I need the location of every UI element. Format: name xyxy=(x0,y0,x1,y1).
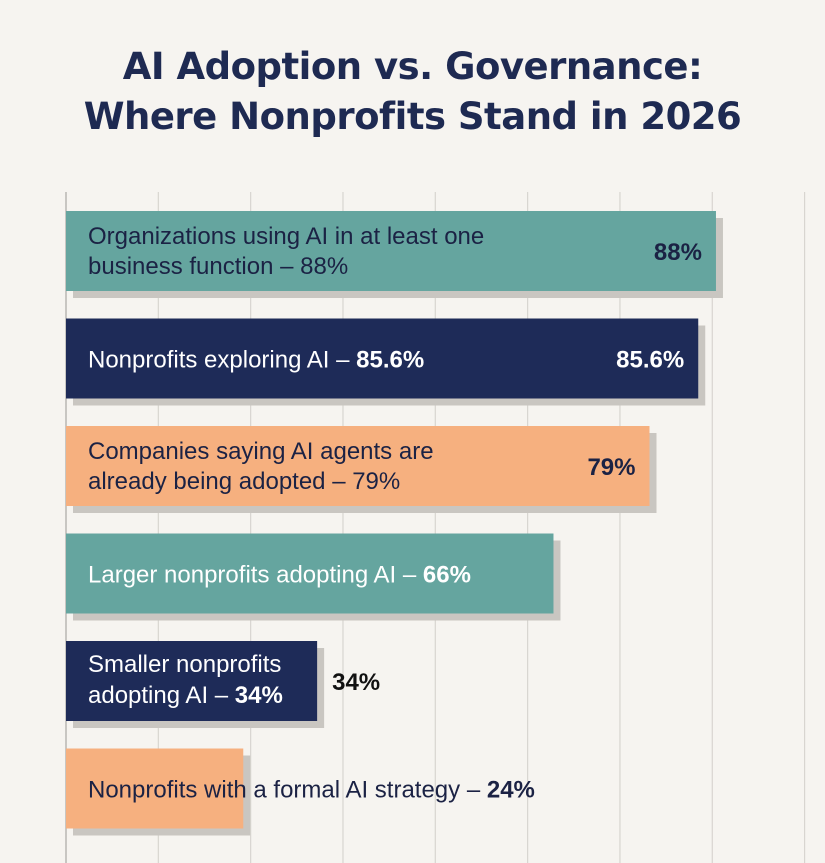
bar-label: Companies saying AI agents are xyxy=(88,438,434,465)
bar-label: Smaller nonprofits xyxy=(88,651,281,678)
bar-label: Nonprofits with a formal AI strategy – 2… xyxy=(88,777,535,804)
bar-label: business function – 88% xyxy=(88,253,348,280)
bar-value-label: 85.6% xyxy=(616,347,684,374)
chart-title: AI Adoption vs. Governance: Where Nonpro… xyxy=(0,42,825,142)
bar-value-label: 88% xyxy=(654,239,702,266)
bar xyxy=(66,426,650,506)
bar xyxy=(66,641,318,721)
bar-label: Organizations using AI in at least one xyxy=(88,223,484,250)
bar xyxy=(66,748,244,829)
grid xyxy=(65,192,806,863)
bar xyxy=(66,318,699,399)
bar-value-label: 79% xyxy=(587,454,635,481)
chart-title-line-2: Where Nonprofits Stand in 2026 xyxy=(83,95,742,138)
bar-label: already being adopted – 79% xyxy=(88,468,400,495)
bar-label: adopting AI – 34% xyxy=(88,682,283,709)
bar-value-label: 34% xyxy=(332,669,380,696)
bar xyxy=(66,211,716,291)
bar-label: Nonprofits exploring AI – 85.6% xyxy=(88,347,424,374)
chart-title-line-1: AI Adoption vs. Governance: xyxy=(122,45,703,88)
bar-label: Larger nonprofits adopting AI – 66% xyxy=(88,562,471,589)
bar xyxy=(66,533,554,614)
